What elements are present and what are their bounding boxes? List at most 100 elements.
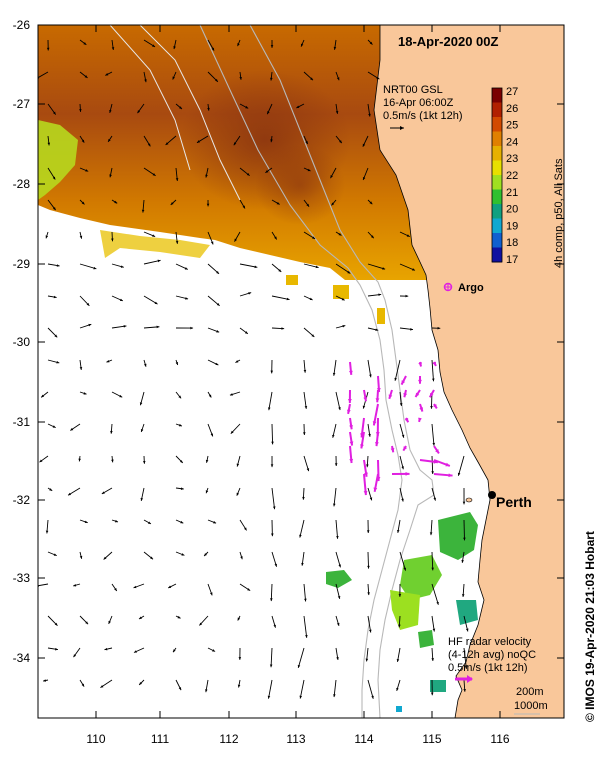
gsl-current-arrow [111, 455, 114, 463]
gsl-current-arrow [143, 551, 154, 560]
gsl-current-arrow [463, 679, 466, 692]
gsl-current-arrow [431, 455, 434, 475]
hf-radar-arrow [349, 431, 354, 446]
gsl-current-arrow [47, 263, 60, 267]
gsl-current-arrow [143, 295, 158, 305]
gsl-current-arrow [230, 423, 241, 434]
gsl-current-arrow [303, 391, 308, 409]
gsl-current-arrow [335, 551, 341, 568]
gsl-current-arrow [105, 71, 113, 76]
gsl-current-arrow [265, 167, 273, 174]
gsl-current-arrow [333, 679, 337, 698]
hf-radar-arrow [376, 375, 381, 393]
gsl-current-arrow [175, 487, 184, 490]
gsl-current-arrow [239, 519, 247, 531]
gsl-current-arrow [303, 359, 307, 373]
gsl-current-arrow [271, 551, 278, 567]
gsl-current-arrow [300, 39, 305, 47]
gsl-current-arrow [43, 679, 49, 682]
hf-radar-arrow [428, 389, 435, 398]
gsl-current-arrow [79, 135, 85, 143]
hf-radar-arrow [348, 361, 353, 375]
gsl-current-arrow [462, 487, 466, 505]
gsl-current-arrow [207, 231, 214, 245]
y-tick-label: -32 [13, 493, 31, 507]
colorbar-tick-label: 17 [506, 254, 518, 266]
gsl-current-arrow [138, 679, 145, 686]
hf-radar-arrow [433, 445, 440, 455]
gsl-current-arrow [175, 263, 188, 270]
colorbar-tick-label: 24 [506, 136, 518, 148]
gsl-current-arrow [207, 391, 212, 398]
hf-scale-arrow [455, 675, 473, 683]
gsl-label-line2: 16-Apr 06:00Z [383, 97, 454, 109]
gsl-current-arrow [270, 39, 274, 48]
gsl-current-arrow [143, 39, 156, 48]
gsl-current-arrow [367, 327, 379, 331]
gsl-current-arrow [234, 231, 241, 242]
gsl-current-arrow [39, 455, 49, 463]
hf-radar-arrow [363, 459, 368, 477]
gsl-current-arrow [111, 263, 124, 268]
gsl-current-arrow [175, 455, 184, 464]
colorbar-segment [492, 189, 502, 205]
hf-radar-arrow [433, 403, 438, 409]
contour-offshore [109, 25, 241, 201]
gsl-current-arrow [172, 647, 177, 653]
colorbar-tick-label: 21 [506, 187, 518, 199]
gsl-current-arrow [47, 359, 60, 364]
hf-label-line1: HF radar velocity [448, 636, 532, 648]
gsl-current-arrow [399, 327, 414, 331]
gsl-current-arrow [79, 199, 85, 205]
gsl-current-arrow [271, 231, 278, 240]
gsl-current-arrow [79, 231, 83, 239]
x-tick-label: 110 [86, 732, 105, 746]
hf-sst-patch [418, 630, 434, 648]
gsl-current-arrow [206, 199, 210, 207]
gsl-current-arrow [207, 423, 214, 437]
hf-sst-patch [326, 570, 352, 588]
colorbar-segment [492, 131, 502, 147]
gsl-current-arrow [367, 423, 371, 437]
gsl-current-arrow [431, 326, 441, 330]
gsl-current-arrow [367, 487, 373, 501]
gsl-current-arrow [335, 103, 339, 114]
hf-radar-arrow [404, 417, 410, 423]
hf-radar-arrow [403, 389, 408, 398]
gsl-current-arrow [47, 487, 53, 492]
colorbar-segment [492, 160, 502, 176]
hf-radar-arrow [360, 431, 365, 449]
gsl-current-arrow [139, 391, 145, 406]
hf-radar-arrow [418, 417, 422, 423]
gsl-current-arrow [235, 359, 241, 363]
gsl-current-arrow [367, 103, 371, 117]
gsl-current-arrow [271, 615, 276, 628]
gsl-current-arrow [431, 423, 436, 446]
hf-radar-arrow [373, 473, 379, 492]
gsl-current-arrow [79, 519, 88, 524]
colorbar-tick-label: 18 [506, 237, 518, 249]
gsl-current-arrow [334, 455, 338, 467]
y-tick-label: -27 [13, 97, 31, 111]
y-tick-label: -26 [13, 18, 31, 32]
gsl-current-arrow [236, 455, 241, 467]
gsl-current-arrow [142, 455, 146, 464]
plot-frame [37, 24, 565, 719]
hf-radar-arrow [363, 389, 368, 402]
gsl-current-arrow [175, 326, 194, 330]
gsl-current-arrow [165, 135, 177, 146]
hf-radar-arrow [375, 431, 379, 447]
gsl-current-arrow [40, 391, 49, 398]
colorbar-segment [492, 175, 502, 190]
hf-radar-arrows [346, 361, 453, 496]
gsl-current-arrow [461, 551, 465, 563]
gsl-scale-arrow [390, 126, 404, 130]
gsl-current-arrow [303, 263, 319, 269]
hf-radar-arrow [391, 471, 410, 476]
gsl-current-arrow [207, 295, 220, 307]
gsl-current-arrow [399, 423, 405, 438]
gsl-current-arrow [367, 263, 386, 270]
gsl-current-arrow [79, 263, 97, 270]
gsl-current-arrow [101, 487, 113, 495]
gsl-current-arrow [367, 615, 372, 633]
